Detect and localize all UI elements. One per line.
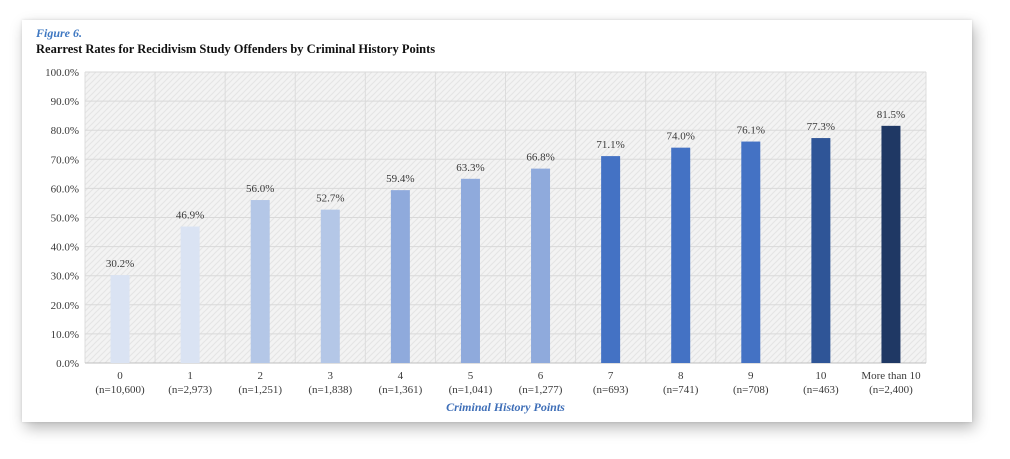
bar-4 bbox=[320, 209, 340, 363]
category-label: 7 bbox=[608, 370, 614, 382]
bar-7 bbox=[531, 168, 551, 363]
data-label: 76.1% bbox=[737, 125, 765, 137]
category-count: (n=10,600) bbox=[95, 384, 145, 396]
chart-title: Rearrest Rates for Recidivism Study Offe… bbox=[36, 42, 436, 56]
y-tick-label: 100.0% bbox=[45, 67, 79, 79]
category-label: 4 bbox=[398, 370, 404, 382]
bar-2 bbox=[180, 226, 200, 363]
category-label: 0 bbox=[117, 370, 123, 382]
data-label: 71.1% bbox=[596, 139, 624, 151]
bar-5 bbox=[390, 190, 410, 363]
y-tick-label: 40.0% bbox=[51, 242, 79, 254]
category-count: (n=741) bbox=[663, 384, 699, 396]
category-label: 1 bbox=[187, 370, 193, 382]
data-label: 52.7% bbox=[316, 193, 344, 205]
category-label: More than 10 bbox=[861, 370, 921, 382]
bar-12 bbox=[881, 125, 901, 364]
data-label: 56.0% bbox=[246, 183, 274, 195]
bar-8 bbox=[601, 156, 621, 363]
category-count: (n=708) bbox=[733, 384, 769, 396]
category-label: 8 bbox=[678, 370, 684, 382]
y-tick-label: 30.0% bbox=[51, 271, 79, 283]
category-count: (n=693) bbox=[593, 384, 629, 396]
data-label: 30.2% bbox=[106, 258, 134, 270]
y-tick-label: 60.0% bbox=[51, 183, 79, 195]
data-label: 66.8% bbox=[526, 152, 554, 164]
data-label: 81.5% bbox=[877, 109, 905, 121]
data-label: 59.4% bbox=[386, 173, 414, 185]
category-count: (n=1,838) bbox=[308, 384, 352, 396]
y-tick-label: 90.0% bbox=[51, 96, 79, 108]
category-count: (n=1,361) bbox=[378, 384, 422, 396]
category-label: 6 bbox=[538, 370, 544, 382]
x-axis-title: Criminal History Points bbox=[446, 400, 565, 414]
bar-10 bbox=[741, 141, 761, 363]
category-count: (n=1,277) bbox=[519, 384, 563, 396]
data-label: 46.9% bbox=[176, 210, 204, 222]
data-label: 74.0% bbox=[666, 131, 694, 143]
y-tick-label: 20.0% bbox=[51, 300, 79, 312]
category-count: (n=1,041) bbox=[449, 384, 493, 396]
category-count: (n=1,251) bbox=[238, 384, 282, 396]
bar-chart: 0.0% 10.0% 20.0% 30.0% 40.0% 50.0% 60.0% 70.0% 8… bbox=[45, 67, 927, 414]
y-tick-label: 80.0% bbox=[51, 125, 79, 137]
category-label: 10 bbox=[815, 370, 827, 382]
figure-card: Figure 6. Rearrest Rates for Recidivism … bbox=[22, 20, 972, 422]
y-tick-label: 10.0% bbox=[51, 329, 79, 341]
bar-1 bbox=[110, 275, 130, 363]
data-label: 63.3% bbox=[456, 162, 484, 174]
y-tick-label: 0.0% bbox=[56, 358, 79, 370]
y-tick-label: 70.0% bbox=[51, 154, 79, 166]
category-label: 3 bbox=[328, 370, 334, 382]
category-label: 9 bbox=[748, 370, 754, 382]
bar-11 bbox=[811, 138, 831, 363]
figure-label: Figure 6. bbox=[36, 26, 83, 40]
category-count: (n=2,973) bbox=[168, 384, 212, 396]
category-label: 5 bbox=[468, 370, 474, 382]
data-label: 77.3% bbox=[807, 121, 835, 133]
bar-3 bbox=[250, 200, 270, 363]
category-count: (n=2,400) bbox=[869, 384, 913, 396]
category-count: (n=463) bbox=[803, 384, 839, 396]
bar-6 bbox=[460, 178, 480, 363]
y-tick-label: 50.0% bbox=[51, 213, 79, 225]
category-label: 2 bbox=[257, 370, 263, 382]
bar-9 bbox=[671, 147, 691, 363]
